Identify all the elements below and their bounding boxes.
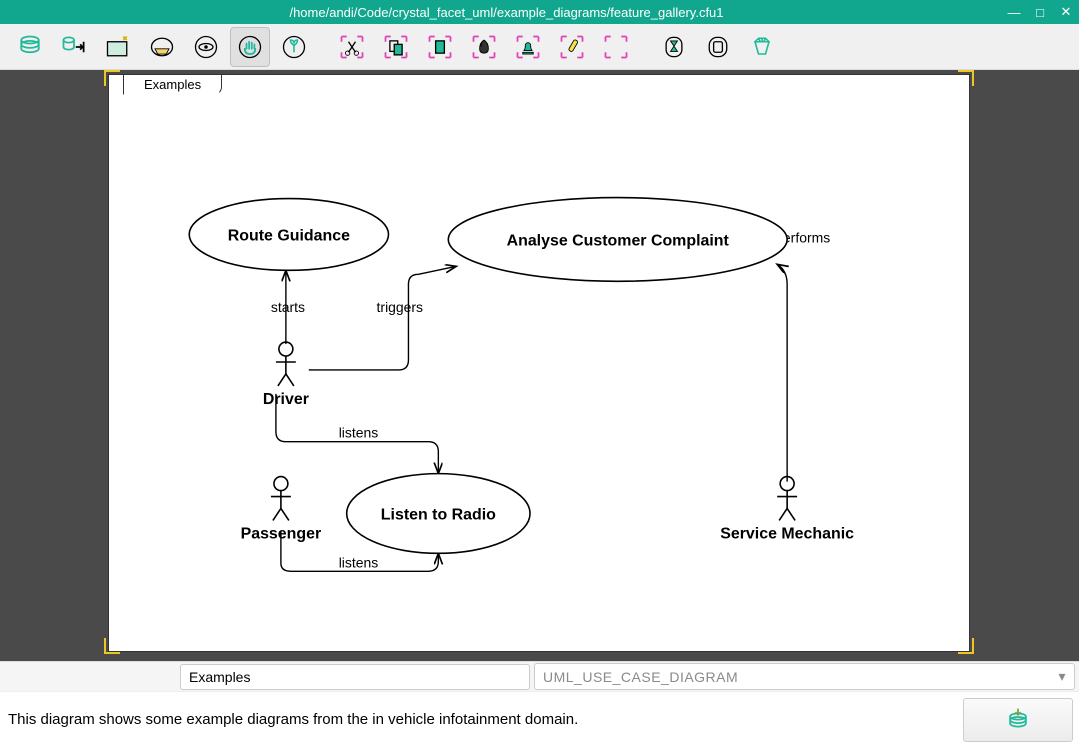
database-icon[interactable]	[10, 27, 50, 67]
actor-driver[interactable]: Driver	[263, 342, 309, 408]
toolbar	[0, 24, 1079, 70]
close-button[interactable]: ✕	[1059, 4, 1073, 20]
rounded-rect-icon[interactable]	[698, 27, 738, 67]
delete-icon[interactable]	[464, 27, 504, 67]
actor-passenger-label: Passenger	[241, 525, 322, 542]
database-down-icon	[1004, 706, 1032, 734]
edge-label-triggers: triggers	[377, 299, 424, 315]
minimize-button[interactable]: —	[1007, 5, 1021, 20]
commit-button[interactable]	[963, 698, 1073, 742]
actor-mechanic-label: Service Mechanic	[720, 525, 854, 542]
usecase-listen-label: Listen to Radio	[381, 506, 496, 523]
chevron-down-icon: ▾	[1058, 668, 1066, 685]
diamond-icon[interactable]	[742, 27, 782, 67]
edge-label-listens1: listens	[339, 425, 379, 441]
diagram-svg: starts triggers performs listens listens…	[109, 75, 969, 651]
actor-driver-label: Driver	[263, 391, 309, 408]
open-folder-icon[interactable]	[142, 27, 182, 67]
diagram-type-label: UML_USE_CASE_DIAGRAM	[543, 669, 738, 685]
diagram-name-input[interactable]: Examples	[180, 664, 530, 690]
window-title: /home/andi/Code/crystal_facet_uml/exampl…	[6, 5, 1007, 20]
paste-icon[interactable]	[420, 27, 460, 67]
actor-passenger[interactable]: Passenger	[241, 477, 322, 543]
canvas-area[interactable]: Examples starts triggers performs	[0, 70, 1079, 661]
export-icon[interactable]	[54, 27, 94, 67]
hourglass-icon[interactable]	[654, 27, 694, 67]
diagram-type-select[interactable]: UML_USE_CASE_DIAGRAM ▾	[534, 663, 1075, 690]
usecase-route-label: Route Guidance	[228, 227, 350, 244]
cut-icon[interactable]	[332, 27, 372, 67]
copy-icon[interactable]	[376, 27, 416, 67]
new-sheet-icon[interactable]	[98, 27, 138, 67]
property-bar: Examples UML_USE_CASE_DIAGRAM ▾	[0, 661, 1079, 691]
highlight-icon[interactable]	[552, 27, 592, 67]
edge-label-starts: starts	[271, 299, 305, 315]
eye-icon[interactable]	[186, 27, 226, 67]
hand-icon[interactable]	[230, 27, 270, 67]
plant-icon[interactable]	[274, 27, 314, 67]
maximize-button[interactable]: □	[1033, 5, 1047, 20]
titlebar: /home/andi/Code/crystal_facet_uml/exampl…	[0, 0, 1079, 24]
diagram-description[interactable]: This diagram shows some example diagrams…	[0, 711, 957, 728]
description-bar: This diagram shows some example diagrams…	[0, 691, 1079, 747]
usecase-analyse-label: Analyse Customer Complaint	[507, 232, 730, 249]
edge-label-listens2: listens	[339, 554, 379, 570]
diagram-canvas[interactable]: Examples starts triggers performs	[108, 74, 970, 652]
window-controls: — □ ✕	[1007, 4, 1073, 20]
actor-mechanic[interactable]: Service Mechanic	[720, 477, 854, 543]
diagram-tab[interactable]: Examples	[123, 74, 222, 95]
select-area-icon[interactable]	[596, 27, 636, 67]
stamp-icon[interactable]	[508, 27, 548, 67]
